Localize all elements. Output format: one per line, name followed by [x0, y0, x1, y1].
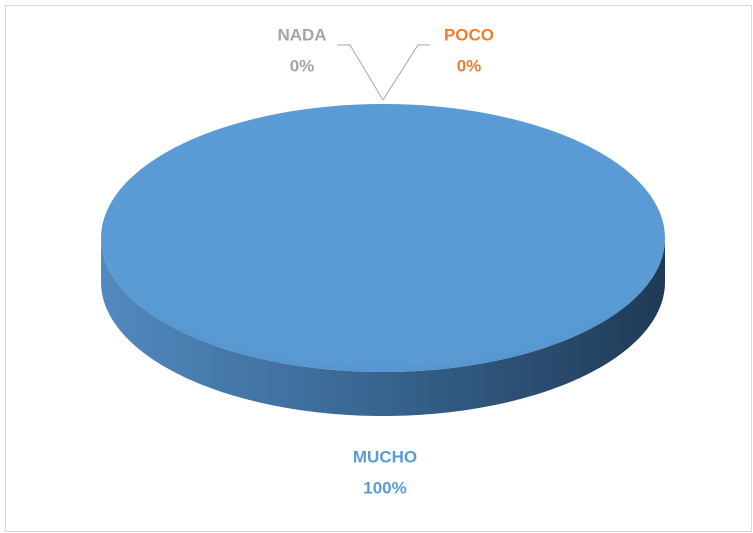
chart-border: [5, 5, 752, 532]
pie-slice: [101, 104, 665, 372]
pie-side: [101, 238, 665, 416]
leader-line: [337, 44, 384, 101]
category-label: POCO: [444, 25, 494, 44]
value-label: 0%: [457, 56, 482, 75]
value-label: 0%: [290, 56, 315, 75]
category-label: NADA: [277, 25, 326, 44]
value-label: 100%: [363, 478, 406, 497]
leader-line: [382, 44, 430, 101]
category-label: MUCHO: [353, 447, 417, 466]
